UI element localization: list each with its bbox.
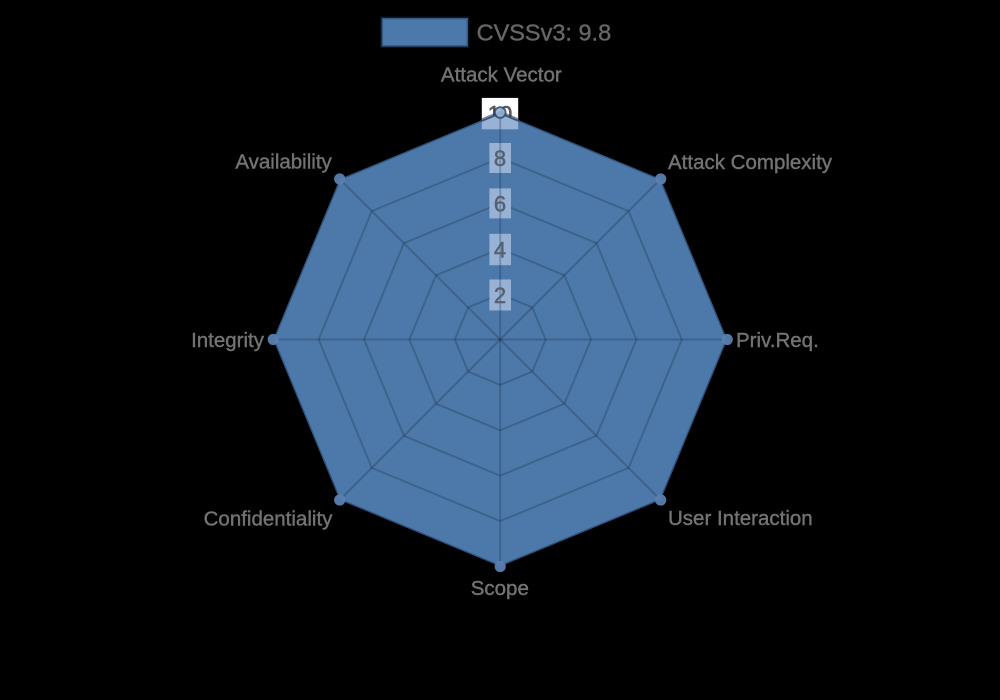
svg-text:Attack Complexity: Attack Complexity (668, 151, 833, 174)
svg-text:Confidentiality: Confidentiality (204, 508, 334, 531)
svg-text:Priv.Req.: Priv.Req. (736, 329, 819, 352)
svg-text:User Interaction: User Interaction (668, 507, 813, 530)
svg-text:2: 2 (494, 283, 506, 308)
svg-text:Scope: Scope (471, 577, 529, 600)
svg-text:8: 8 (494, 146, 506, 171)
svg-text:Integrity: Integrity (191, 329, 265, 352)
svg-text:Availability: Availability (235, 150, 332, 173)
svg-text:Attack Vector: Attack Vector (441, 64, 562, 87)
svg-text:6: 6 (494, 191, 506, 216)
svg-text:4: 4 (494, 238, 506, 263)
svg-text:CVSSv3: 9.8: CVSSv3: 9.8 (477, 20, 612, 46)
